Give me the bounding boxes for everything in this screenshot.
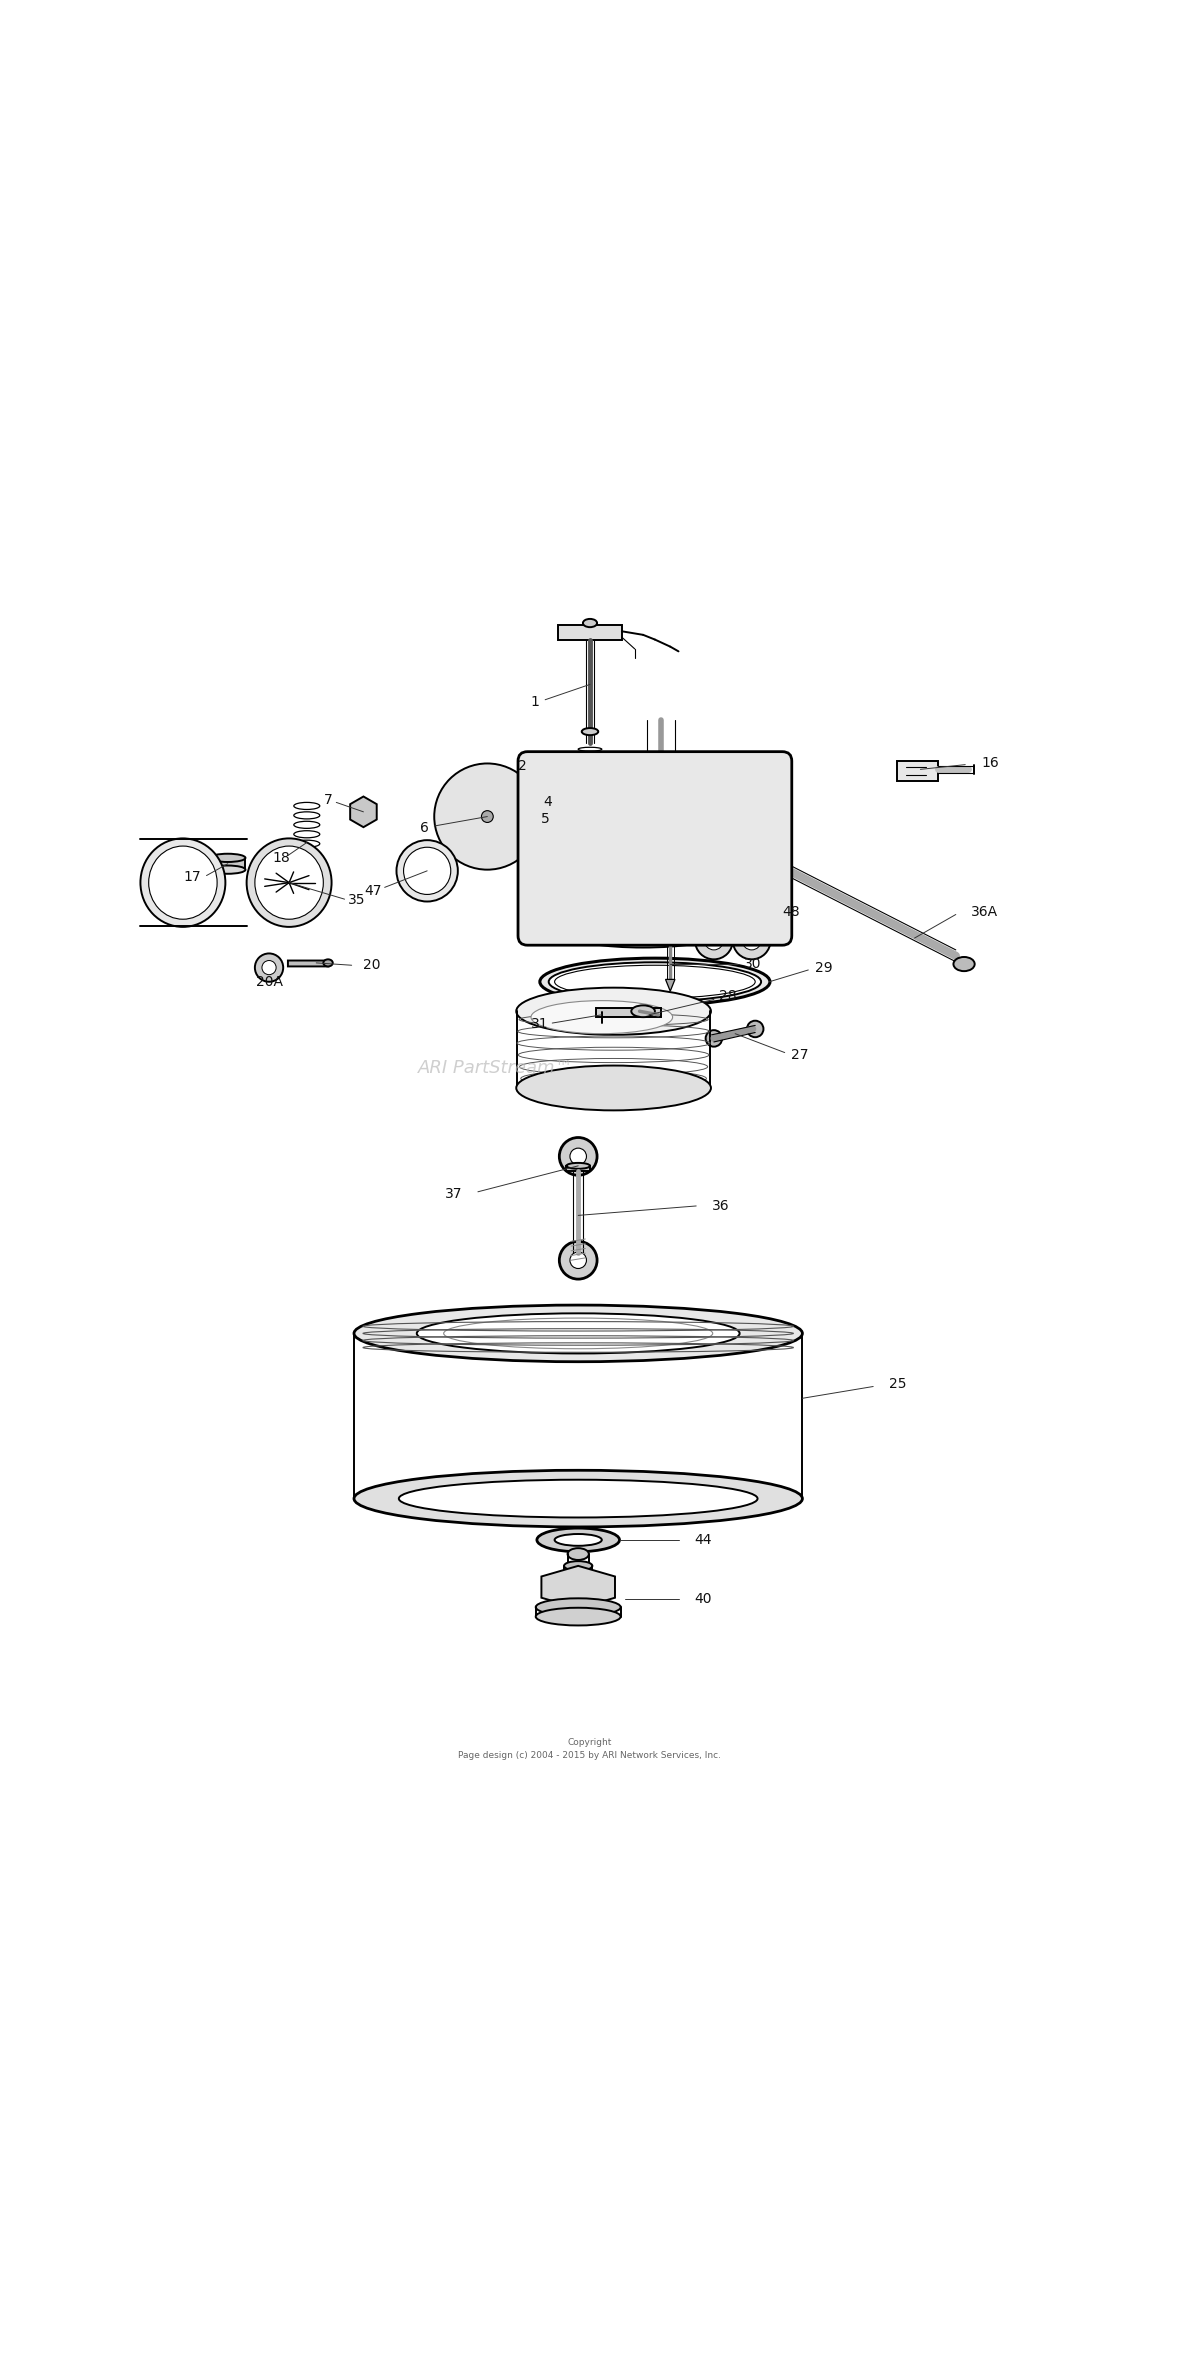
Ellipse shape	[140, 838, 225, 927]
Circle shape	[434, 765, 540, 868]
Ellipse shape	[396, 840, 458, 902]
Circle shape	[195, 852, 218, 876]
Ellipse shape	[354, 1470, 802, 1527]
Polygon shape	[558, 625, 622, 640]
Text: 27: 27	[792, 1048, 808, 1062]
Text: 36: 36	[712, 1199, 729, 1213]
Ellipse shape	[570, 784, 610, 793]
Circle shape	[356, 805, 371, 819]
Text: 7: 7	[323, 793, 333, 807]
Ellipse shape	[566, 1163, 590, 1168]
Circle shape	[559, 1241, 597, 1279]
Circle shape	[481, 809, 493, 824]
Polygon shape	[350, 798, 376, 826]
Text: 20A: 20A	[256, 975, 282, 989]
Ellipse shape	[584, 786, 596, 791]
Ellipse shape	[549, 963, 761, 1001]
Text: 18: 18	[271, 852, 290, 864]
Text: 29: 29	[815, 961, 832, 975]
Ellipse shape	[517, 986, 710, 1034]
Ellipse shape	[404, 847, 451, 894]
Ellipse shape	[555, 1534, 602, 1546]
Text: 47: 47	[365, 885, 381, 897]
Circle shape	[733, 920, 771, 961]
Ellipse shape	[323, 958, 333, 968]
Ellipse shape	[517, 1067, 710, 1112]
Ellipse shape	[354, 1305, 802, 1362]
FancyBboxPatch shape	[518, 750, 792, 944]
Text: 37: 37	[445, 1187, 463, 1201]
Circle shape	[572, 802, 690, 920]
Polygon shape	[210, 859, 245, 868]
Ellipse shape	[210, 866, 245, 873]
Text: 25: 25	[889, 1378, 906, 1390]
Ellipse shape	[573, 798, 607, 807]
Ellipse shape	[583, 618, 597, 628]
Ellipse shape	[568, 1548, 589, 1560]
Ellipse shape	[531, 1001, 673, 1034]
Polygon shape	[288, 961, 328, 968]
Circle shape	[262, 961, 276, 975]
Polygon shape	[596, 1008, 661, 1017]
Circle shape	[255, 953, 283, 982]
Circle shape	[706, 1031, 722, 1048]
Text: 16: 16	[982, 758, 999, 769]
Text: 2: 2	[518, 760, 527, 772]
Text: 4: 4	[543, 795, 552, 809]
Text: 5: 5	[540, 812, 550, 826]
Ellipse shape	[417, 1312, 740, 1355]
Text: 35: 35	[348, 894, 365, 906]
Text: 1: 1	[530, 696, 539, 708]
Circle shape	[663, 932, 677, 946]
Ellipse shape	[564, 1562, 592, 1572]
Polygon shape	[566, 1166, 590, 1171]
Ellipse shape	[399, 1480, 758, 1517]
Polygon shape	[542, 1567, 615, 1610]
Text: 36A: 36A	[971, 906, 998, 918]
Ellipse shape	[149, 847, 217, 918]
Ellipse shape	[536, 1598, 621, 1617]
Text: 17: 17	[184, 871, 201, 883]
Circle shape	[591, 628, 601, 637]
Ellipse shape	[540, 958, 769, 1005]
Ellipse shape	[555, 965, 755, 998]
Circle shape	[570, 1251, 586, 1270]
Text: 6: 6	[420, 821, 430, 835]
Text: 20: 20	[363, 958, 381, 972]
Ellipse shape	[585, 800, 595, 805]
Ellipse shape	[247, 838, 332, 927]
Ellipse shape	[255, 847, 323, 918]
Text: 40: 40	[694, 1593, 712, 1605]
Circle shape	[559, 1138, 597, 1175]
Text: 44: 44	[694, 1534, 712, 1546]
Text: ARI PartStream™: ARI PartStream™	[418, 1060, 573, 1076]
Ellipse shape	[631, 1005, 655, 1017]
Ellipse shape	[210, 854, 245, 861]
Text: Copyright
Page design (c) 2004 - 2015 by ARI Network Services, Inc.: Copyright Page design (c) 2004 - 2015 by…	[459, 1737, 721, 1761]
Circle shape	[712, 784, 763, 835]
Circle shape	[742, 930, 761, 951]
Text: 30: 30	[745, 958, 761, 970]
Circle shape	[704, 930, 723, 951]
Circle shape	[558, 788, 704, 935]
Circle shape	[747, 1020, 763, 1038]
Circle shape	[579, 628, 589, 637]
Text: 28: 28	[720, 989, 736, 1003]
Circle shape	[280, 873, 299, 892]
Ellipse shape	[536, 1607, 621, 1626]
Circle shape	[695, 920, 733, 961]
Polygon shape	[897, 760, 938, 781]
Circle shape	[723, 793, 752, 824]
Ellipse shape	[572, 923, 714, 946]
Circle shape	[570, 1149, 586, 1166]
Ellipse shape	[537, 1529, 620, 1553]
Ellipse shape	[582, 727, 598, 736]
Ellipse shape	[444, 1319, 713, 1350]
Text: 48: 48	[782, 906, 800, 918]
Polygon shape	[666, 979, 675, 991]
Text: 31: 31	[531, 1017, 548, 1031]
Ellipse shape	[953, 958, 975, 972]
